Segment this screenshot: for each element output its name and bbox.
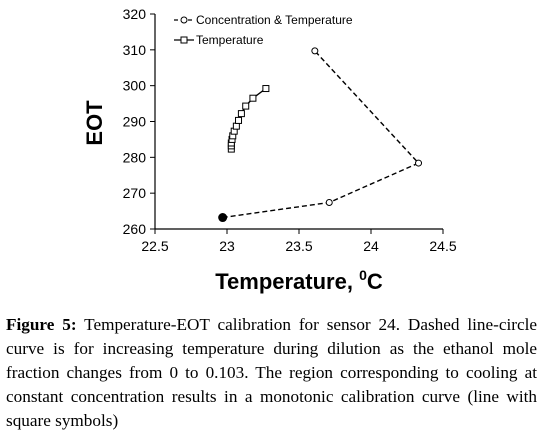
x-tick-label: 23 (219, 238, 235, 254)
data-point-square (235, 116, 243, 124)
y-tick-label: 270 (123, 185, 147, 201)
x-axis-title-superscript: 0 (359, 267, 367, 283)
series-layer (218, 47, 423, 223)
series-line-concentration-temperature (222, 50, 420, 219)
data-point-square (249, 94, 257, 102)
data-point-square (262, 85, 270, 93)
x-tick-label: 24 (363, 238, 379, 254)
legend-label-temperature: Temperature (196, 33, 264, 47)
data-point-square (232, 122, 240, 130)
caption-text: Temperature-EOT calibration for sensor 2… (6, 315, 537, 430)
legend-marker-circle (180, 16, 188, 24)
x-axis-title-text: Temperature, (215, 269, 359, 294)
x-axis-ticks: 22.5 23 23.5 24 24.5 (141, 229, 457, 254)
figure-caption: Figure 5: Temperature-EOT calibration fo… (6, 313, 537, 433)
data-point-circle (218, 213, 228, 223)
y-tick-label: 300 (123, 78, 147, 94)
data-point-circle (311, 47, 319, 55)
x-axis-title-unit: C (367, 269, 383, 294)
y-tick-label: 260 (123, 221, 147, 237)
x-tick-label: 22.5 (141, 238, 168, 254)
x-tick-label: 23.5 (285, 238, 312, 254)
y-tick-label: 310 (123, 42, 147, 58)
y-tick-label: 320 (123, 6, 147, 22)
x-tick-label: 24.5 (429, 238, 456, 254)
data-point-circle (325, 198, 333, 206)
y-tick-label: 290 (123, 114, 147, 130)
chart: 22.5 23 23.5 24 24.5 260 270 280 290 300 310 320 C… (82, 6, 457, 294)
data-point-circle (415, 159, 423, 167)
y-axis-title: EOT (82, 100, 107, 146)
legend: Concentration & Temperature Temperature (174, 13, 353, 47)
x-axis-title: Temperature, 0C (215, 267, 383, 294)
y-tick-label: 280 (123, 149, 147, 165)
caption-label: Figure 5: (6, 315, 77, 334)
data-point-square (237, 110, 245, 118)
data-point-square (242, 102, 250, 110)
legend-label-concentration-temperature: Concentration & Temperature (196, 13, 353, 27)
y-axis-ticks: 260 270 280 290 300 310 320 (123, 6, 155, 237)
legend-marker-square (180, 36, 188, 44)
